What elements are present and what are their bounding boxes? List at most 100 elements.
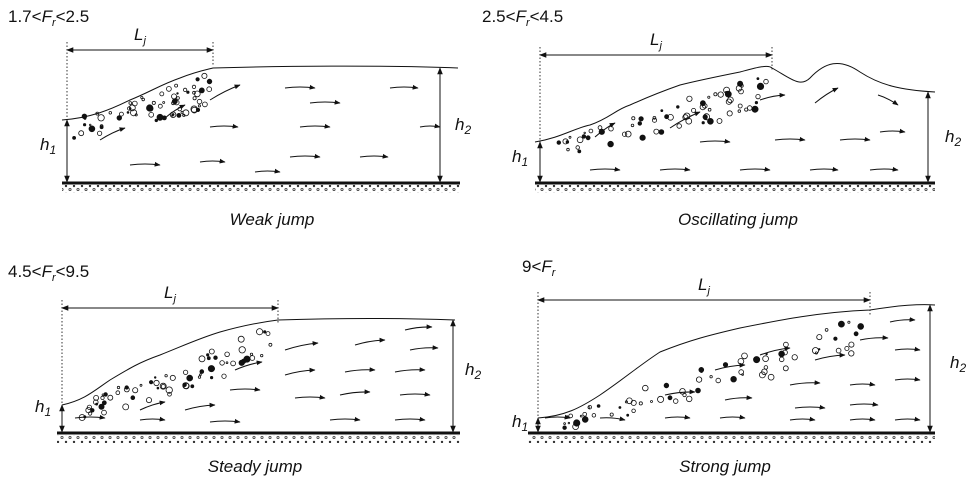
air-bubble bbox=[607, 140, 614, 148]
h2-label-subscript: 2 bbox=[953, 135, 961, 149]
air-bubble bbox=[575, 145, 580, 150]
air-bubble bbox=[638, 116, 644, 122]
condition-subscript: r bbox=[552, 267, 557, 279]
air-bubble bbox=[164, 374, 168, 378]
air-bubble bbox=[637, 121, 642, 126]
flow-arrow bbox=[859, 335, 889, 341]
air-bubble bbox=[176, 113, 182, 118]
air-bubble bbox=[101, 400, 107, 406]
air-bubble bbox=[174, 83, 179, 88]
flow-arrow bbox=[789, 416, 816, 422]
air-bubble bbox=[202, 101, 208, 108]
air-bubble bbox=[756, 82, 765, 91]
flow-arrow bbox=[849, 381, 876, 387]
air-bubble bbox=[660, 109, 664, 112]
air-bubble bbox=[562, 425, 567, 430]
flow-arrow bbox=[849, 401, 879, 407]
air-bubble bbox=[148, 112, 155, 118]
air-bubble bbox=[583, 131, 586, 135]
air-bubble bbox=[848, 341, 855, 348]
flow-arrow bbox=[229, 386, 261, 392]
caption: Weak jump bbox=[230, 210, 315, 229]
air-bubble bbox=[198, 87, 205, 94]
air-bubble bbox=[107, 394, 114, 401]
flow-arrow bbox=[409, 345, 439, 351]
flow-arrow bbox=[739, 166, 771, 172]
h1-label: h1 bbox=[512, 147, 528, 169]
flow-arrow bbox=[184, 402, 216, 411]
air-bubble bbox=[726, 110, 733, 117]
air-bubble bbox=[238, 359, 245, 366]
flow-arrow bbox=[209, 123, 239, 129]
condition-symbol: F bbox=[516, 7, 528, 26]
air-bubble bbox=[703, 116, 708, 120]
air-bubble bbox=[213, 355, 218, 360]
flow-arrow bbox=[724, 395, 753, 401]
air-bubble bbox=[755, 94, 761, 100]
air-bubble bbox=[98, 403, 105, 410]
flow-arrow bbox=[129, 161, 161, 167]
h2-label: h2 bbox=[950, 353, 966, 375]
air-bubble bbox=[132, 100, 138, 107]
channel-bed-gravel bbox=[62, 185, 460, 193]
air-bubble bbox=[156, 386, 160, 390]
flow-arrow bbox=[284, 341, 319, 351]
h1-label-symbol: h bbox=[512, 412, 521, 431]
air-bubble bbox=[201, 72, 208, 79]
flow-arrow bbox=[234, 360, 263, 371]
air-bubble bbox=[695, 387, 701, 394]
flow-arrow bbox=[419, 123, 441, 129]
air-bubble bbox=[197, 375, 202, 379]
air-bubble bbox=[206, 78, 213, 85]
air-bubble bbox=[556, 140, 561, 145]
air-bubble bbox=[156, 113, 164, 121]
air-bubble bbox=[141, 97, 145, 102]
air-bubble bbox=[844, 345, 850, 351]
air-bubble bbox=[581, 134, 587, 139]
flow-arrow bbox=[394, 416, 426, 422]
air-bubble bbox=[238, 346, 246, 354]
condition-upper: <9.5 bbox=[56, 262, 90, 281]
flow-arrow bbox=[209, 84, 241, 101]
air-bubble bbox=[153, 379, 160, 387]
air-bubble bbox=[83, 123, 87, 127]
air-bubble bbox=[724, 90, 732, 98]
air-bubble bbox=[737, 358, 745, 365]
air-bubble bbox=[638, 401, 643, 406]
air-bubble bbox=[72, 135, 76, 140]
air-bubble bbox=[816, 334, 823, 341]
air-bubble bbox=[192, 96, 197, 101]
air-bubble bbox=[219, 360, 225, 366]
air-bubble bbox=[652, 117, 658, 123]
air-bubble bbox=[190, 384, 195, 389]
air-bubble bbox=[78, 130, 85, 137]
air-bubble bbox=[577, 149, 582, 154]
air-bubble bbox=[857, 323, 864, 330]
flow-arrow bbox=[339, 389, 371, 396]
air-bubble bbox=[763, 365, 769, 370]
flow-arrow bbox=[814, 87, 839, 104]
air-bubble bbox=[762, 355, 769, 363]
air-bubble bbox=[260, 353, 264, 358]
air-bubble bbox=[707, 118, 714, 125]
air-bubble bbox=[95, 402, 98, 406]
air-bubble bbox=[631, 116, 636, 121]
air-bubble bbox=[97, 130, 103, 136]
air-bubble bbox=[724, 91, 728, 94]
condition-label: 1.7<Fr<2.5 bbox=[8, 7, 89, 29]
air-bubble bbox=[738, 369, 744, 375]
air-bubble bbox=[160, 384, 166, 389]
air-bubble bbox=[725, 98, 733, 105]
flow-arrow bbox=[669, 111, 701, 129]
flow-arrow bbox=[849, 416, 876, 422]
air-bubble bbox=[195, 77, 200, 82]
air-bubble bbox=[618, 406, 622, 409]
air-bubble bbox=[759, 371, 766, 379]
flow-arrow bbox=[894, 346, 921, 352]
air-bubble bbox=[582, 411, 587, 417]
air-bubble bbox=[631, 408, 636, 413]
air-bubble bbox=[568, 413, 573, 419]
h2-label-subscript: 2 bbox=[958, 361, 966, 375]
air-bubble bbox=[119, 111, 124, 117]
